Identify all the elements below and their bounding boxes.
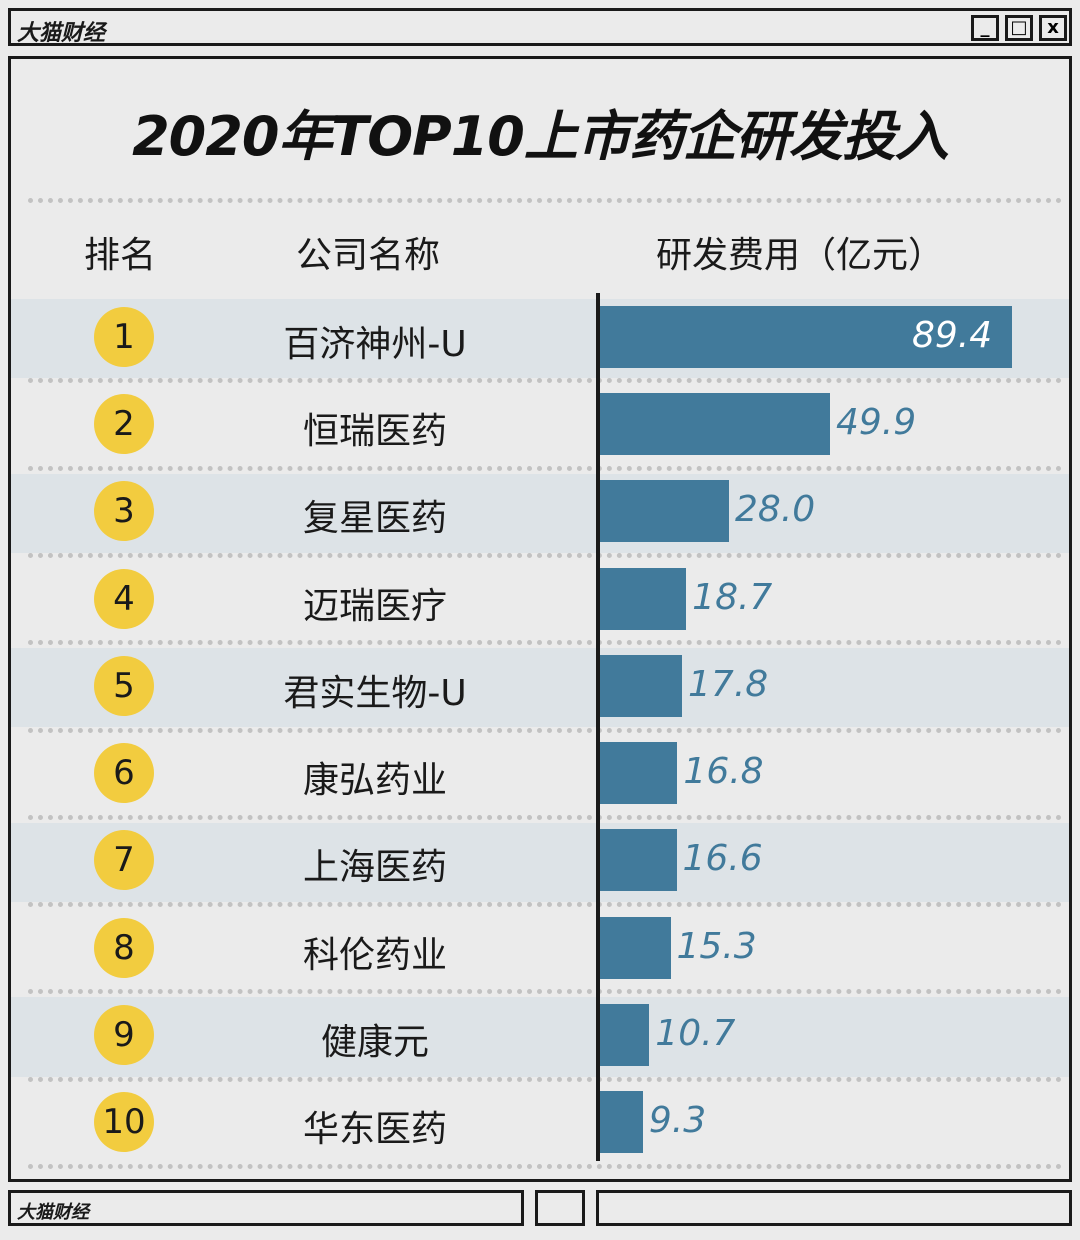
chart-title: 2020年TOP10上市药企研发投入 xyxy=(132,105,949,168)
chart-panel xyxy=(8,56,1072,1182)
table-row xyxy=(11,910,1069,989)
data-label: 16.6 xyxy=(682,838,763,880)
data-label: 89.4 xyxy=(912,314,993,356)
bar xyxy=(600,654,683,717)
company-name: 恒瑞医药 xyxy=(302,410,447,452)
close-button[interactable]: x xyxy=(1039,15,1067,41)
rank-badge: 10 xyxy=(94,1092,154,1153)
bar xyxy=(600,829,677,892)
data-label: 16.8 xyxy=(683,751,764,793)
data-label: 49.9 xyxy=(835,401,917,443)
divider xyxy=(28,378,1062,384)
header-rank: 排名 xyxy=(84,235,157,276)
divider xyxy=(28,465,1062,471)
status-brand: 大猫财经 xyxy=(17,1202,89,1223)
status-bar: 大猫财经 xyxy=(8,1190,524,1226)
company-name: 上海医药 xyxy=(302,847,447,889)
table-row xyxy=(11,561,1069,640)
table-row xyxy=(11,997,1069,1077)
company-name: 迈瑞医疗 xyxy=(302,585,447,627)
company-name: 健康元 xyxy=(320,1022,429,1064)
rank-badge: 1 xyxy=(94,306,154,367)
maximize-button[interactable]: □ xyxy=(1005,15,1033,41)
divider xyxy=(28,727,1062,733)
data-label: 17.8 xyxy=(688,663,769,705)
divider xyxy=(28,640,1062,646)
bar xyxy=(600,742,678,805)
bar xyxy=(600,916,671,979)
table-row xyxy=(11,736,1069,815)
bar xyxy=(600,480,730,543)
bar xyxy=(600,305,1012,368)
data-label: 18.7 xyxy=(692,576,773,618)
rank-badge: 9 xyxy=(94,1005,154,1066)
header-company: 公司名称 xyxy=(296,235,441,276)
title-bar: 大猫财经 _ □ x xyxy=(8,8,1072,46)
company-name: 康弘药业 xyxy=(302,760,447,802)
divider xyxy=(28,1164,1062,1169)
table-row xyxy=(11,473,1069,553)
rank-badge: 3 xyxy=(94,481,154,542)
header-rd-cost: 研发费用（亿元） xyxy=(656,235,945,276)
table-row xyxy=(11,648,1069,728)
rank-badge: 7 xyxy=(94,830,154,891)
data-label: 10.7 xyxy=(655,1013,736,1055)
bar xyxy=(600,1004,650,1067)
company-name: 华东医药 xyxy=(302,1109,447,1151)
company-name: 君实生物-U xyxy=(283,672,467,714)
divider xyxy=(28,814,1062,820)
bar xyxy=(600,1091,643,1154)
divider xyxy=(28,198,1062,203)
table-row xyxy=(11,822,1069,903)
rank-badge: 2 xyxy=(94,393,154,454)
y-axis-line xyxy=(596,293,600,1161)
status-box xyxy=(535,1190,585,1226)
company-name: 百济神州-U xyxy=(283,323,467,365)
data-label: 28.0 xyxy=(735,489,816,531)
bar xyxy=(600,567,687,630)
resize-grip[interactable] xyxy=(596,1190,1072,1226)
data-label: 15.3 xyxy=(676,925,757,967)
table-row xyxy=(11,1085,1069,1164)
rank-badge: 8 xyxy=(94,917,154,978)
bar xyxy=(600,392,830,455)
divider xyxy=(28,1076,1062,1082)
divider xyxy=(28,552,1062,558)
company-name: 科伦药业 xyxy=(302,934,447,976)
data-label: 9.3 xyxy=(648,1100,707,1142)
company-name: 复星医药 xyxy=(302,498,447,540)
rank-badge: 4 xyxy=(94,568,154,629)
divider xyxy=(28,989,1062,995)
brand-logo: 大猫财经 xyxy=(17,21,106,46)
rank-badge: 5 xyxy=(94,655,154,716)
minimize-button[interactable]: _ xyxy=(971,15,999,41)
divider xyxy=(28,902,1062,908)
rank-badge: 6 xyxy=(94,743,154,804)
